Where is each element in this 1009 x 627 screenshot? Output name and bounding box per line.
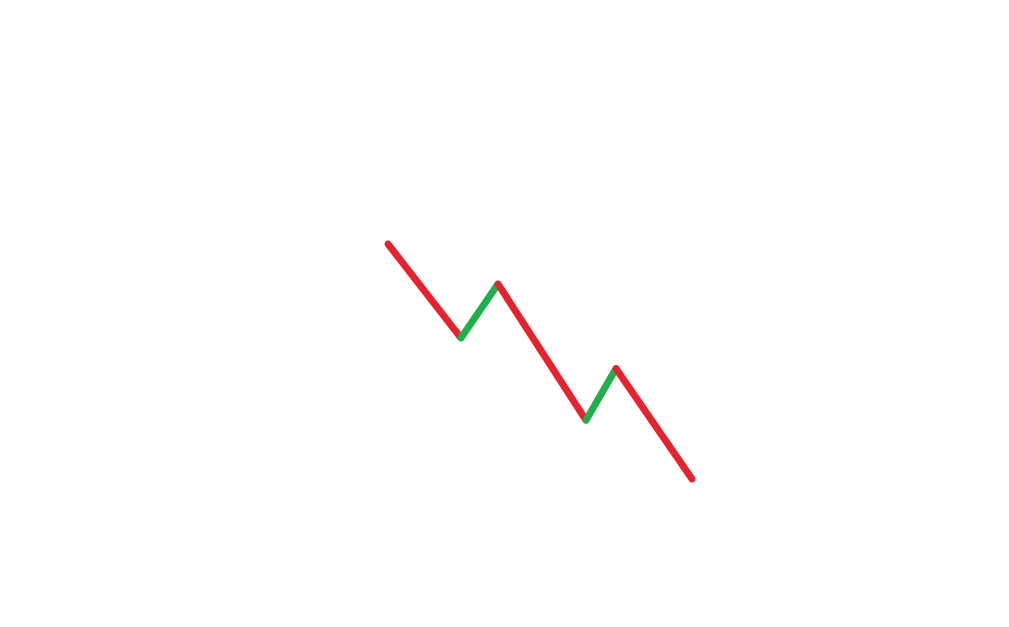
zigzag-legs <box>384 240 696 483</box>
up-leg-line <box>457 280 502 342</box>
down-leg-line <box>612 365 696 483</box>
up-leg-line <box>582 365 620 424</box>
down-leg-line <box>494 280 590 424</box>
down-leg-line <box>384 240 465 342</box>
